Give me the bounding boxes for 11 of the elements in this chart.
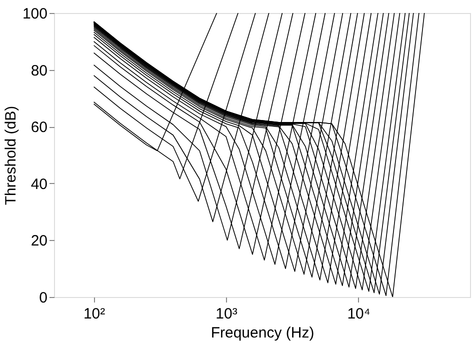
y-tick-label: 100	[22, 6, 48, 22]
y-tick-label: 60	[30, 119, 48, 136]
x-tick-label: 10³	[216, 306, 238, 322]
y-tick-label: 80	[30, 62, 48, 80]
x-axis-title: Frequency (Hz)	[210, 324, 314, 342]
y-tick-label: 20	[30, 232, 48, 250]
x-tick-label: 10²	[83, 306, 106, 322]
x-tick-label: 10⁴	[347, 306, 370, 322]
y-tick-label: 0	[39, 290, 48, 306]
y-axis-title: Threshold (dB)	[2, 106, 20, 206]
y-tick-label: 40	[30, 176, 48, 193]
